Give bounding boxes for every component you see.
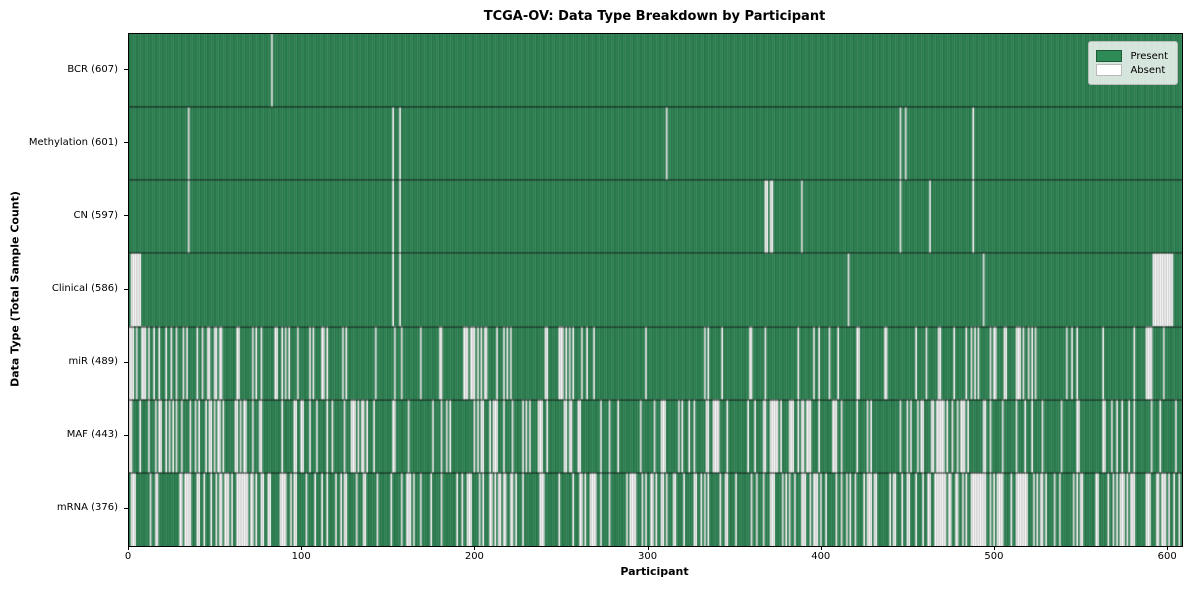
- x-tick-label: 300: [638, 551, 658, 562]
- chart-title: TCGA-OV: Data Type Breakdown by Particip…: [483, 9, 826, 24]
- x-tick-label: 400: [811, 551, 831, 562]
- legend-item-absent: Absent: [1096, 64, 1168, 76]
- heatmap-canvas: [129, 34, 1182, 546]
- plot-area: Present Absent: [128, 33, 1183, 547]
- x-tick-label: 100: [291, 551, 311, 562]
- absent-swatch: [1096, 64, 1123, 76]
- legend-item-present: Present: [1096, 50, 1168, 62]
- y-tick-mark: [124, 215, 128, 217]
- x-tick-label: 0: [124, 551, 132, 562]
- y-tick-mark: [124, 69, 128, 71]
- legend-label-present: Present: [1130, 50, 1168, 62]
- y-tick-label: Clinical (586): [51, 283, 118, 294]
- x-tick-label: 200: [464, 551, 484, 562]
- x-tick-mark: [820, 546, 822, 550]
- legend-label-absent: Absent: [1130, 64, 1166, 76]
- x-axis-label: Participant: [620, 565, 689, 578]
- x-tick-mark: [1167, 546, 1169, 550]
- x-tick-label: 600: [1157, 551, 1177, 562]
- y-tick-label: BCR (607): [67, 63, 118, 75]
- y-tick-mark: [124, 434, 128, 436]
- y-tick-label: CN (597): [73, 209, 118, 221]
- x-tick-mark: [128, 546, 129, 550]
- y-tick-label: miR (489): [68, 356, 118, 368]
- y-tick-mark: [124, 288, 128, 290]
- y-tick-mark: [124, 507, 128, 509]
- y-tick-label: Methylation (601): [28, 136, 118, 148]
- present-swatch: [1096, 50, 1123, 62]
- x-tick-mark: [301, 546, 303, 550]
- y-tick-mark: [124, 142, 128, 144]
- y-tick-label: MAF (443): [66, 429, 118, 441]
- legend: Present Absent: [1088, 41, 1178, 85]
- x-tick-mark: [647, 546, 649, 550]
- x-tick-label: 500: [984, 551, 1004, 562]
- x-tick-mark: [993, 546, 995, 550]
- y-tick-mark: [124, 361, 128, 363]
- x-tick-mark: [474, 546, 476, 550]
- y-tick-label: mRNA (376): [56, 502, 118, 514]
